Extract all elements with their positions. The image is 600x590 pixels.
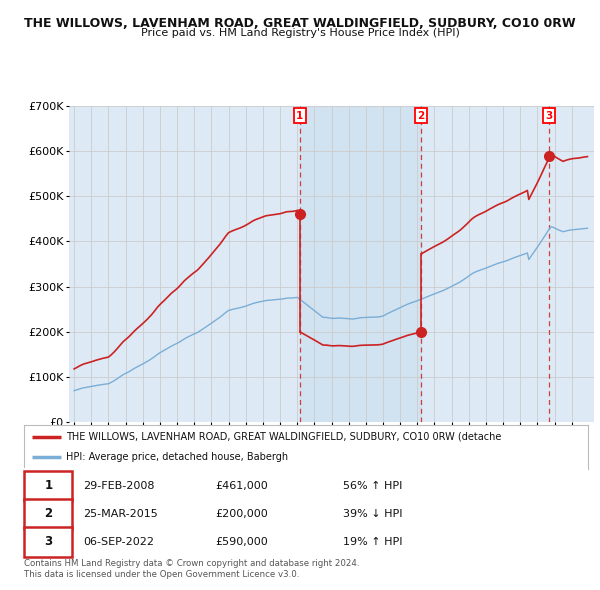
Text: 3: 3 <box>44 535 52 548</box>
Text: Price paid vs. HM Land Registry's House Price Index (HPI): Price paid vs. HM Land Registry's House … <box>140 28 460 38</box>
Text: 19% ↑ HPI: 19% ↑ HPI <box>343 537 402 547</box>
FancyBboxPatch shape <box>24 471 72 501</box>
Text: 39% ↓ HPI: 39% ↓ HPI <box>343 509 402 519</box>
Text: 06-SEP-2022: 06-SEP-2022 <box>83 537 154 547</box>
Text: 25-MAR-2015: 25-MAR-2015 <box>83 509 158 519</box>
Text: 56% ↑ HPI: 56% ↑ HPI <box>343 481 402 491</box>
Text: HPI: Average price, detached house, Babergh: HPI: Average price, detached house, Babe… <box>66 452 289 462</box>
Text: £461,000: £461,000 <box>216 481 269 491</box>
Text: £200,000: £200,000 <box>216 509 269 519</box>
Bar <box>300 106 421 422</box>
Text: 3: 3 <box>545 111 553 121</box>
Text: 1: 1 <box>296 111 304 121</box>
Text: 1: 1 <box>44 480 52 493</box>
Text: £590,000: £590,000 <box>216 537 269 547</box>
Text: THE WILLOWS, LAVENHAM ROAD, GREAT WALDINGFIELD, SUDBURY, CO10 0RW (detache: THE WILLOWS, LAVENHAM ROAD, GREAT WALDIN… <box>66 432 502 442</box>
Text: 29-FEB-2008: 29-FEB-2008 <box>83 481 155 491</box>
Text: Contains HM Land Registry data © Crown copyright and database right 2024.: Contains HM Land Registry data © Crown c… <box>24 559 359 568</box>
Text: THE WILLOWS, LAVENHAM ROAD, GREAT WALDINGFIELD, SUDBURY, CO10 0RW: THE WILLOWS, LAVENHAM ROAD, GREAT WALDIN… <box>24 17 576 30</box>
FancyBboxPatch shape <box>24 499 72 529</box>
Text: 2: 2 <box>44 507 52 520</box>
Text: This data is licensed under the Open Government Licence v3.0.: This data is licensed under the Open Gov… <box>24 570 299 579</box>
FancyBboxPatch shape <box>24 527 72 556</box>
Text: 2: 2 <box>418 111 425 121</box>
